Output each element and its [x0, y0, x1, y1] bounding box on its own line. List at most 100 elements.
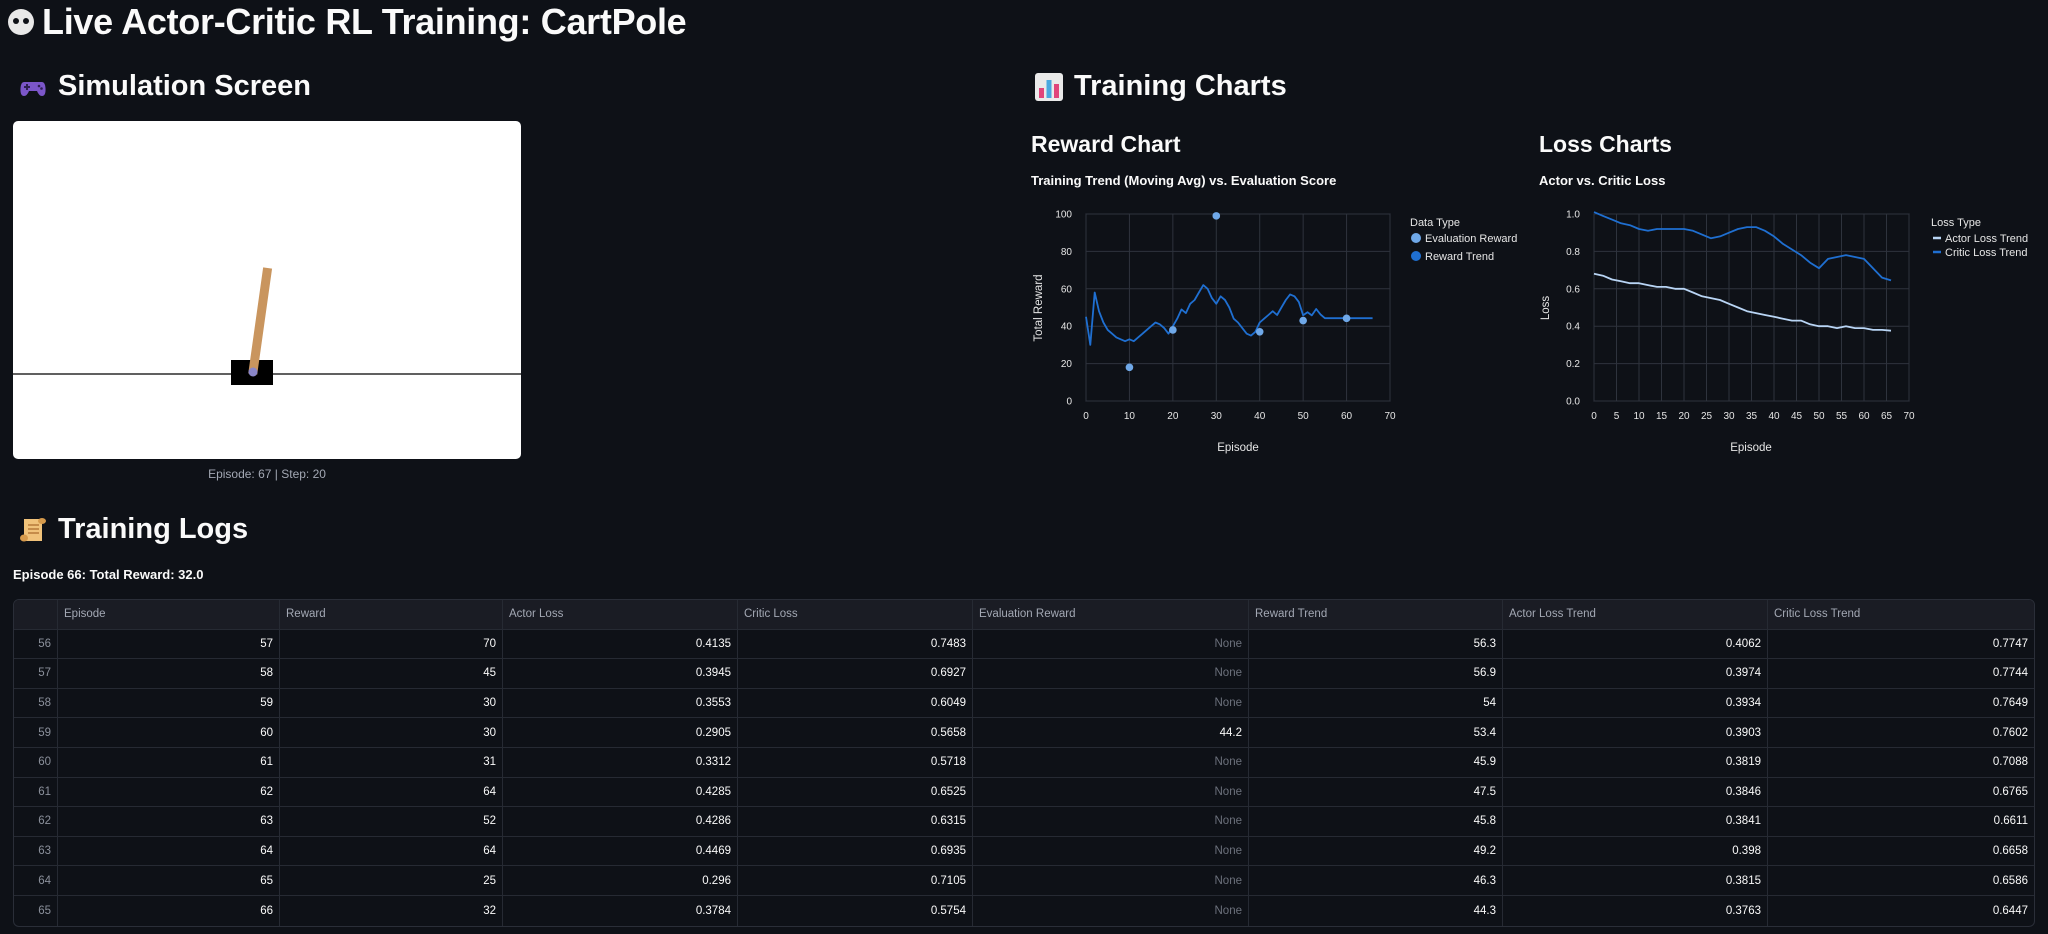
cell-actor-loss[interactable]: 0.4135 [503, 629, 738, 659]
cell-critic-loss-trend[interactable]: 0.7649 [1992, 697, 2028, 710]
cell-actor-loss-trend[interactable]: 0.4062 [1503, 629, 1768, 659]
cell-critic-loss[interactable]: 0.6525 [738, 777, 973, 807]
cell-actor-loss[interactable]: 0.3553 [503, 688, 738, 718]
cell-index[interactable]: 65 [14, 895, 58, 926]
cell-episode[interactable]: 64 [58, 836, 280, 866]
cell-actor-loss[interactable]: 0.3784 [503, 895, 738, 926]
cell-critic-loss-trend[interactable]: 0.7088 [1992, 756, 2028, 769]
cell-index[interactable]: 61 [14, 777, 58, 807]
cell-critic-loss-trend[interactable]: 0.6611 [1993, 815, 2028, 828]
column-header-reward-trend[interactable]: Reward Trend [1249, 600, 1503, 629]
cell-actor-loss-trend[interactable]: 0.3846 [1503, 777, 1768, 807]
cell-reward-trend[interactable]: 44.3 [1249, 895, 1503, 926]
table-row[interactable]: 63 64 64 0.4469 0.6935 None 49.2 0.398 0.6658 [14, 836, 2034, 867]
cell-evaluation-reward[interactable]: None [973, 777, 1249, 807]
cell-actor-loss-trend[interactable]: 0.3934 [1503, 688, 1768, 718]
cell-actor-loss-trend[interactable]: 0.3974 [1503, 659, 1768, 688]
cell-critic-loss[interactable]: 0.5754 [738, 895, 973, 926]
cell-reward[interactable]: 30 [280, 718, 503, 747]
cell-reward-trend[interactable]: 53.4 [1249, 718, 1503, 747]
cell-index[interactable]: 56 [14, 629, 58, 659]
table-row[interactable]: 58 59 30 0.3553 0.6049 None 54 0.3934 0.7649 [14, 688, 2034, 719]
column-header-episode[interactable]: Episode [58, 600, 280, 629]
cell-episode[interactable]: 62 [58, 777, 280, 807]
cell-actor-loss[interactable]: 0.2905 [503, 718, 738, 747]
training-log-table[interactable]: Episode Reward Actor Loss Critic Loss Ev… [13, 599, 2035, 927]
cell-actor-loss-trend[interactable]: 0.3819 [1503, 747, 1768, 777]
column-header-actor-loss[interactable]: Actor Loss [503, 600, 738, 629]
cell-critic-loss-trend[interactable]: 0.6765 [1992, 785, 2028, 798]
table-row[interactable]: 64 65 25 0.296 0.7105 None 46.3 0.3815 0.6586 [14, 866, 2034, 896]
table-row[interactable]: 56 57 70 0.4135 0.7483 None 56.3 0.4062 0.7747 [14, 629, 2034, 660]
cell-reward[interactable]: 64 [280, 777, 503, 807]
cell-actor-loss-trend[interactable]: 0.3815 [1503, 866, 1768, 895]
cell-reward-trend[interactable]: 56.3 [1249, 629, 1503, 659]
cell-critic-loss[interactable]: 0.6935 [738, 836, 973, 866]
cell-critic-loss-trend[interactable]: 0.6658 [1992, 845, 2028, 858]
cell-episode[interactable]: 66 [58, 895, 280, 926]
table-row[interactable]: 59 60 30 0.2905 0.5658 44.2 53.4 0.3903 0.7602 [14, 718, 2034, 748]
cell-reward[interactable]: 31 [280, 747, 503, 777]
table-row[interactable]: 61 62 64 0.4285 0.6525 None 47.5 0.3846 0.6765 [14, 777, 2034, 808]
cell-evaluation-reward[interactable]: None [973, 807, 1249, 836]
cell-evaluation-reward[interactable]: 44.2 [973, 718, 1249, 747]
cell-index[interactable]: 60 [14, 747, 58, 777]
cell-actor-loss-trend[interactable]: 0.398 [1503, 836, 1768, 866]
column-header-actor-loss-trend[interactable]: Actor Loss Trend [1503, 600, 1768, 629]
cell-evaluation-reward[interactable]: None [973, 895, 1249, 926]
cell-evaluation-reward[interactable]: None [973, 866, 1249, 895]
table-row[interactable]: 60 61 31 0.3312 0.5718 None 45.9 0.3819 0.7088 [14, 747, 2034, 778]
cell-critic-loss[interactable]: 0.5718 [738, 747, 973, 777]
cell-reward-trend[interactable]: 47.5 [1249, 777, 1503, 807]
cell-episode[interactable]: 57 [58, 629, 280, 659]
cell-critic-loss[interactable]: 0.7105 [738, 866, 973, 895]
cell-critic-loss-trend[interactable]: 0.7744 [1992, 667, 2028, 680]
cell-critic-loss[interactable]: 0.6927 [738, 659, 973, 688]
cell-episode[interactable]: 59 [58, 688, 280, 718]
cell-reward-trend[interactable]: 56.9 [1249, 659, 1503, 688]
cell-actor-loss[interactable]: 0.3312 [503, 747, 738, 777]
cell-index[interactable]: 63 [14, 836, 58, 866]
cell-reward[interactable]: 64 [280, 836, 503, 866]
cell-reward[interactable]: 70 [280, 629, 503, 659]
cell-actor-loss[interactable]: 0.296 [503, 866, 738, 895]
cell-critic-loss[interactable]: 0.7483 [738, 629, 973, 659]
cell-actor-loss-trend[interactable]: 0.3903 [1503, 718, 1768, 747]
cell-reward-trend[interactable]: 45.8 [1249, 807, 1503, 836]
cell-actor-loss[interactable]: 0.4286 [503, 807, 738, 836]
column-header-critic-loss-trend[interactable]: Critic Loss Trend [1774, 608, 1861, 621]
cell-episode[interactable]: 58 [58, 659, 280, 688]
cell-episode[interactable]: 65 [58, 866, 280, 895]
cell-critic-loss-trend[interactable]: 0.6447 [1992, 904, 2028, 917]
column-header-index[interactable] [14, 600, 58, 629]
cell-critic-loss[interactable]: 0.6315 [738, 807, 973, 836]
cell-index[interactable]: 59 [14, 718, 58, 747]
cell-evaluation-reward[interactable]: None [973, 836, 1249, 866]
cell-index[interactable]: 58 [14, 688, 58, 718]
cell-reward-trend[interactable]: 45.9 [1249, 747, 1503, 777]
table-row[interactable]: 57 58 45 0.3945 0.6927 None 56.9 0.3974 0.7744 [14, 659, 2034, 689]
cell-index[interactable]: 57 [14, 659, 58, 688]
cell-episode[interactable]: 61 [58, 747, 280, 777]
cell-critic-loss-trend[interactable]: 0.7602 [1992, 726, 2028, 739]
cell-actor-loss-trend[interactable]: 0.3841 [1503, 807, 1768, 836]
column-header-reward[interactable]: Reward [280, 600, 503, 629]
column-header-evaluation-reward[interactable]: Evaluation Reward [973, 600, 1249, 629]
cell-actor-loss[interactable]: 0.4469 [503, 836, 738, 866]
cell-reward[interactable]: 45 [280, 659, 503, 688]
cell-reward[interactable]: 32 [280, 895, 503, 926]
column-header-critic-loss[interactable]: Critic Loss [738, 600, 973, 629]
cell-actor-loss[interactable]: 0.4285 [503, 777, 738, 807]
cell-index[interactable]: 62 [14, 807, 58, 836]
table-row[interactable]: 62 63 52 0.4286 0.6315 None 45.8 0.3841 0.6611 [14, 807, 2034, 837]
cell-critic-loss-trend[interactable]: 0.6586 [1992, 874, 2028, 887]
cell-reward-trend[interactable]: 49.2 [1249, 836, 1503, 866]
cell-evaluation-reward[interactable]: None [973, 688, 1249, 718]
cell-index[interactable]: 64 [14, 866, 58, 895]
cell-reward-trend[interactable]: 54 [1249, 688, 1503, 718]
cell-episode[interactable]: 60 [58, 718, 280, 747]
cell-evaluation-reward[interactable]: None [973, 747, 1249, 777]
table-row[interactable]: 65 66 32 0.3784 0.5754 None 44.3 0.3763 0.6447 [14, 895, 2034, 926]
cell-actor-loss-trend[interactable]: 0.3763 [1503, 895, 1768, 926]
cell-episode[interactable]: 63 [58, 807, 280, 836]
